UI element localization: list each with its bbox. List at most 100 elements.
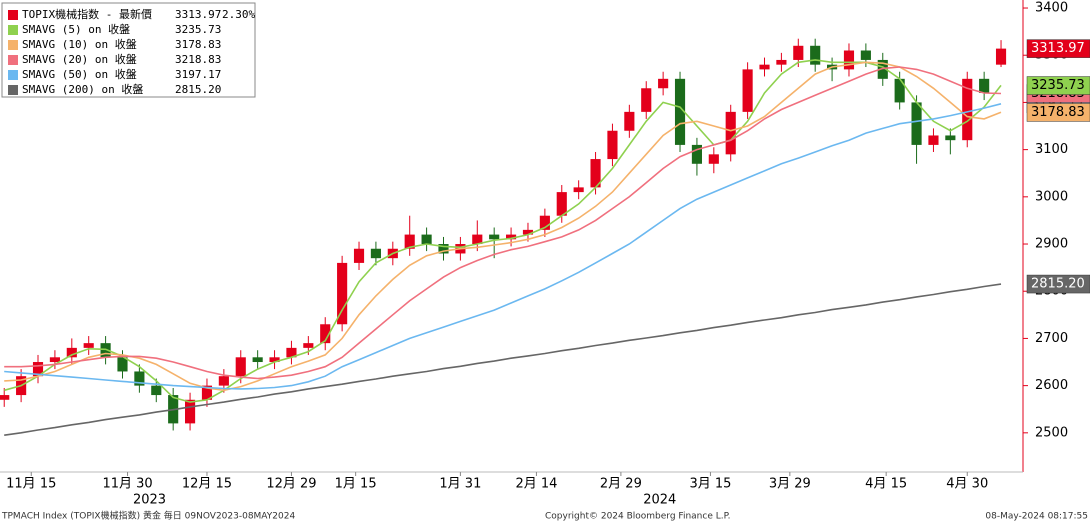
x-tick-label: 1月 31 [439,477,481,492]
legend-value: 3235.73 [175,23,221,36]
legend-value: 3197.17 [175,68,221,81]
candle-body [607,130,618,160]
y-tick-label: 2500 [1035,425,1068,440]
candle-body [370,248,381,259]
candle-body [421,234,432,245]
candle-body [843,50,855,70]
candle-body [66,347,77,358]
legend-swatch [8,55,18,65]
year-label: 2023 [133,493,166,508]
candle-body [218,376,229,386]
legend-label: SMAVG (200) on 收盤 [22,82,143,96]
candle-body [320,324,331,344]
x-tick-label: 3月 15 [689,477,731,492]
last-value-tag [1026,76,1090,95]
candle-body [286,347,297,358]
candle-body [100,343,111,358]
sma-line [4,103,1002,390]
last-value-label: 2815.20 [1031,277,1085,292]
candle-body [995,48,1007,65]
year-label: 2024 [643,493,676,508]
candle-body [472,234,483,245]
sma-line [4,61,1002,392]
x-tick-label: 11月 15 [6,477,56,492]
candle-body [928,135,939,145]
candle-body [353,248,365,263]
legend-value: 2815.20 [175,83,221,96]
x-tick-label: 2月 14 [515,477,557,492]
x-tick-label: 11月 30 [102,477,152,492]
legend-label: TOPIX機械指数 - 最新價 [22,7,152,21]
candle-body [404,234,415,249]
last-value-label: 3235.73 [1031,78,1085,93]
last-value-tag [1026,103,1090,122]
candle-body [708,154,719,164]
candle-body [725,111,736,155]
candle-body [438,244,449,254]
footer-right: 08-May-2024 08:17:55 [985,512,1088,522]
candle-body [269,357,280,363]
x-tick-label: 4月 15 [865,477,907,492]
candle-body [151,385,162,396]
candle-body [962,78,973,141]
candle-body [793,45,804,60]
y-tick-label: 3100 [1035,142,1068,157]
y-tick-label: 3400 [1035,1,1068,16]
candle-body [911,102,922,145]
candle-body [201,385,213,400]
sma-line [3,59,1002,403]
legend-swatch [8,70,18,80]
legend-swatch [8,10,18,20]
candle-body [32,362,44,377]
legend-value: 3178.83 [175,38,221,51]
candle-body [894,78,905,103]
candle-body [573,187,584,193]
footer-left: TPMACH Index (TOPIX機械指数) 黄金 毎日 09NOV2023… [1,510,295,522]
candle-body [742,69,753,112]
legend-label: SMAVG (5) on 收盤 [22,22,130,36]
legend-swatch [8,40,18,50]
last-value-label: 3313.97 [1031,41,1085,56]
candle-body [860,50,871,60]
x-tick-label: 12月 29 [266,477,316,492]
candle-body [658,78,669,89]
candle-body [590,159,601,188]
candle-body [185,399,196,424]
legend-label: SMAVG (50) on 收盤 [22,67,137,81]
x-tick-label: 2月 29 [600,477,642,492]
candle-body [539,215,550,230]
candle-body [641,88,652,112]
last-value-tag [1026,39,1090,58]
footer-center: Copyright© 2024 Bloomberg Finance L.P. [545,512,730,522]
sma-line [4,66,1002,380]
candle-body [337,262,348,325]
x-tick-label: 1月 15 [335,477,377,492]
x-tick-label: 4月 30 [946,477,988,492]
candle-body [877,59,888,79]
x-tick-label: 3月 29 [769,477,811,492]
legend-value: 3313.97 [175,8,221,21]
candle-body [759,64,770,70]
sma-line [4,283,1002,436]
legend-swatch [8,85,18,95]
legend-swatch [8,25,18,35]
candle-body [235,357,246,377]
legend: TOPIX機械指数 - 最新價 3313.97 2.30% SMAVG (5) on … [1,2,256,98]
candle-body [506,234,517,240]
candle-body [945,135,956,141]
candle-body [522,229,534,235]
candle-body [691,144,702,164]
x-tick-label: 12月 15 [182,477,232,492]
candle-body [49,357,60,363]
legend-change: 2.30% [222,8,255,21]
candle-body [489,234,500,240]
legend-value: 3218.83 [175,53,221,66]
candle-body [979,78,990,93]
candle-body [556,192,567,216]
candle-body [252,357,263,363]
y-tick-label: 3000 [1035,189,1068,204]
plot [0,38,1007,436]
candle-body [0,395,10,400]
candle-body [624,111,635,131]
candle-body [117,357,128,372]
